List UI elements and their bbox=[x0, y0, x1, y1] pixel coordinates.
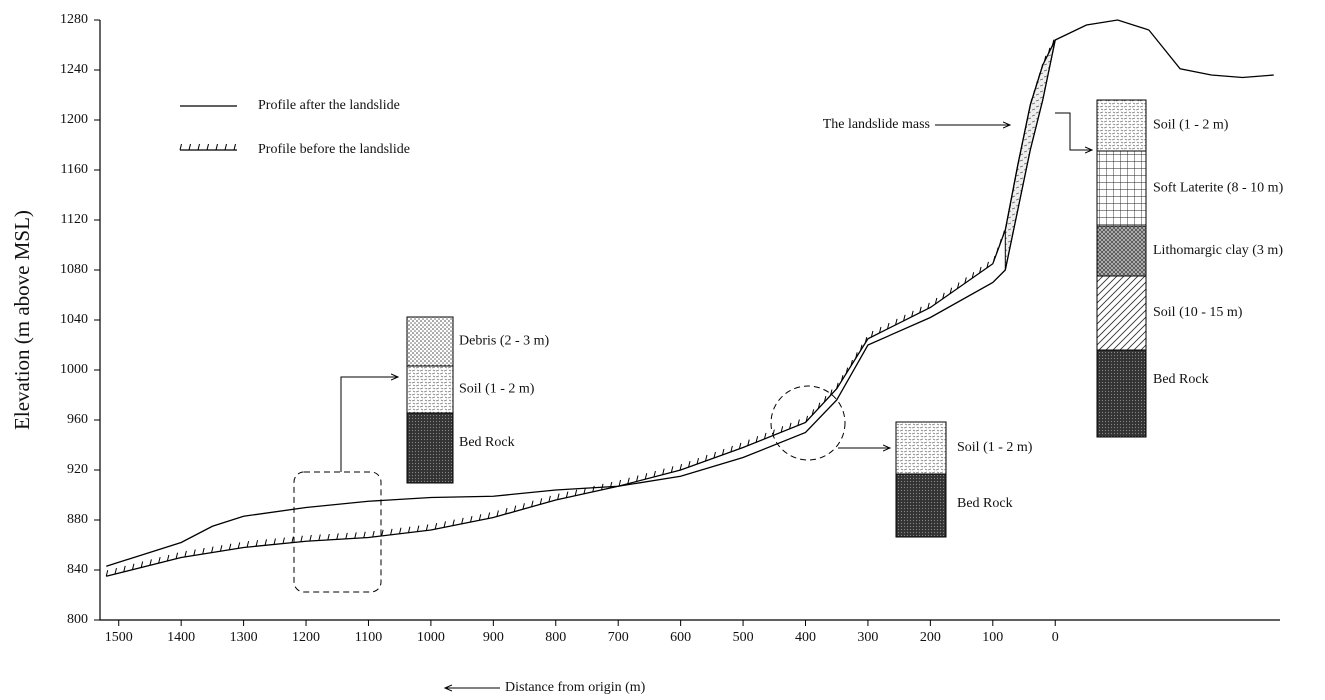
hatch bbox=[337, 533, 339, 539]
y-tick-label: 1120 bbox=[61, 212, 88, 227]
soil-layer bbox=[1097, 350, 1146, 437]
soil-layer-label: Soft Laterite (8 - 10 m) bbox=[1153, 181, 1284, 196]
x-tick-label: 400 bbox=[795, 630, 816, 645]
soil-layer-label: Debris (2 - 3 m) bbox=[459, 334, 550, 349]
soil-layer bbox=[407, 317, 453, 366]
hatch bbox=[225, 144, 227, 150]
hatch bbox=[355, 532, 357, 538]
arrow bbox=[1055, 113, 1092, 150]
x-tick-label: 1200 bbox=[292, 630, 320, 645]
hatch bbox=[274, 538, 276, 544]
hatch bbox=[346, 533, 348, 539]
x-axis-label: Distance from origin (m) bbox=[505, 680, 646, 695]
hatch bbox=[238, 542, 240, 548]
y-tick-label: 1000 bbox=[60, 362, 88, 377]
legend-label: Profile after the landslide bbox=[258, 98, 400, 113]
x-tick-label: 500 bbox=[733, 630, 754, 645]
dashed-box bbox=[294, 472, 381, 592]
hatch bbox=[364, 532, 366, 538]
x-tick-label: 1100 bbox=[355, 630, 382, 645]
hatch bbox=[265, 539, 267, 545]
hatch bbox=[180, 144, 182, 150]
x-tick-label: 100 bbox=[982, 630, 1003, 645]
soil-layer-label: Soil (1 - 2 m) bbox=[957, 440, 1033, 455]
y-axis-label: Elevation (m above MSL) bbox=[10, 210, 34, 430]
y-tick-label: 1200 bbox=[60, 112, 88, 127]
hatch bbox=[283, 538, 285, 544]
soil-layer bbox=[896, 474, 946, 537]
hatch bbox=[373, 531, 375, 537]
soil-layer-label: Bed Rock bbox=[1153, 372, 1209, 387]
soil-layer-label: Soil (1 - 2 m) bbox=[1153, 118, 1229, 133]
hatch bbox=[382, 530, 384, 536]
hatch bbox=[399, 528, 401, 534]
x-tick-label: 200 bbox=[920, 630, 941, 645]
annotation: The landslide mass bbox=[823, 117, 930, 132]
soil-layer bbox=[407, 413, 453, 483]
x-tick-label: 1500 bbox=[105, 630, 133, 645]
hatch bbox=[256, 540, 258, 546]
soil-layer-label: Bed Rock bbox=[459, 435, 515, 450]
hatch bbox=[319, 534, 321, 540]
hatch bbox=[220, 545, 222, 551]
y-tick-label: 1160 bbox=[61, 162, 88, 177]
y-tick-label: 1280 bbox=[60, 12, 88, 27]
x-tick-label: 800 bbox=[545, 630, 566, 645]
soil-layer bbox=[896, 422, 946, 474]
hatch bbox=[426, 525, 428, 531]
x-tick-label: 600 bbox=[670, 630, 691, 645]
x-tick-label: 1300 bbox=[230, 630, 258, 645]
y-tick-label: 800 bbox=[67, 612, 88, 627]
hatch bbox=[207, 144, 209, 150]
y-tick-label: 960 bbox=[67, 412, 88, 427]
soil-layer bbox=[407, 366, 453, 413]
soil-layer-label: Bed Rock bbox=[957, 496, 1013, 511]
hatch bbox=[189, 144, 191, 150]
soil-layer-label: Soil (10 - 15 m) bbox=[1153, 305, 1243, 320]
soil-layer bbox=[1097, 100, 1146, 151]
x-tick-label: 300 bbox=[857, 630, 878, 645]
hatch bbox=[194, 549, 196, 555]
hatch bbox=[301, 536, 303, 542]
x-tick-label: 0 bbox=[1052, 630, 1059, 645]
x-tick-label: 1000 bbox=[417, 630, 445, 645]
soil-layer-label: Soil (1 - 2 m) bbox=[459, 382, 535, 397]
hatch bbox=[203, 548, 205, 554]
hatch bbox=[417, 526, 419, 532]
soil-layer-label: Lithomargic clay (3 m) bbox=[1153, 243, 1283, 258]
y-tick-label: 1240 bbox=[60, 62, 88, 77]
hatch bbox=[328, 534, 330, 540]
hatch bbox=[229, 544, 231, 550]
hatch bbox=[391, 529, 393, 535]
soil-layer bbox=[1097, 226, 1146, 276]
hatch bbox=[185, 551, 187, 557]
hatch bbox=[198, 144, 200, 150]
x-tick-label: 1400 bbox=[167, 630, 195, 645]
soil-layer bbox=[1097, 276, 1146, 350]
y-tick-label: 1040 bbox=[60, 312, 88, 327]
y-tick-label: 920 bbox=[67, 462, 88, 477]
hatch bbox=[292, 537, 294, 543]
y-tick-label: 880 bbox=[67, 512, 88, 527]
x-tick-label: 900 bbox=[483, 630, 504, 645]
y-tick-label: 840 bbox=[67, 562, 88, 577]
hatch bbox=[234, 144, 236, 150]
hatch bbox=[408, 527, 410, 533]
x-tick-label: 700 bbox=[608, 630, 629, 645]
legend-label: Profile before the landslide bbox=[258, 142, 410, 157]
legend-hatching bbox=[180, 144, 236, 150]
hatch bbox=[310, 535, 312, 541]
soil-layer bbox=[1097, 151, 1146, 226]
hatch bbox=[212, 547, 214, 553]
hatch bbox=[247, 541, 249, 547]
chart: Distance from origin (m) Elevation (m ab… bbox=[0, 0, 1325, 700]
arrow bbox=[341, 377, 398, 472]
dashed-circle bbox=[771, 386, 845, 460]
y-tick-label: 1080 bbox=[60, 262, 88, 277]
hatch bbox=[216, 144, 218, 150]
